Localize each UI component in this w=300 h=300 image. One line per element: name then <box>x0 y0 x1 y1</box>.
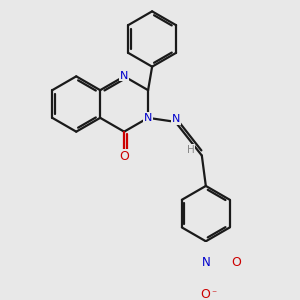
Text: O: O <box>200 288 210 300</box>
Text: O: O <box>119 150 129 163</box>
Text: N: N <box>202 256 210 269</box>
Text: ⁻: ⁻ <box>212 289 217 299</box>
Text: N: N <box>144 113 152 123</box>
Text: N: N <box>172 114 180 124</box>
Text: N: N <box>120 70 128 80</box>
Text: H: H <box>187 145 194 155</box>
Text: O: O <box>231 256 241 268</box>
